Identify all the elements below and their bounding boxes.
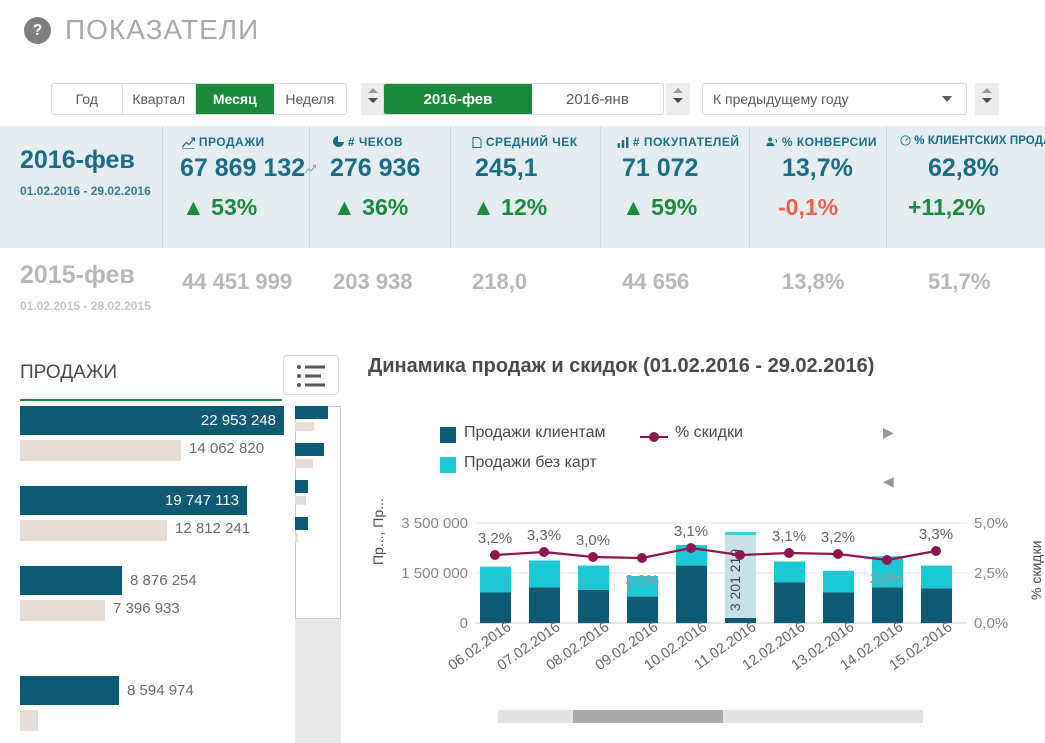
svg-text:3,0%: 3,0% xyxy=(625,572,659,589)
svg-text:3,3%: 3,3% xyxy=(527,527,561,544)
svg-text:1 500 000: 1 500 000 xyxy=(401,565,468,582)
svg-text:3,2%: 3,2% xyxy=(478,530,512,547)
svg-text:3,1%: 3,1% xyxy=(772,528,806,545)
svg-text:5,0%: 5,0% xyxy=(974,515,1008,532)
svg-text:3,1%: 3,1% xyxy=(674,523,708,540)
svg-text:3 500 000: 3 500 000 xyxy=(401,515,468,532)
svg-text:0: 0 xyxy=(460,615,468,632)
svg-text:3,0%: 3,0% xyxy=(576,532,610,549)
svg-text:0,0%: 0,0% xyxy=(974,615,1008,632)
svg-text:3,3%: 3,3% xyxy=(919,526,953,543)
svg-text:2,5%: 2,5% xyxy=(974,565,1008,582)
svg-text:3,2%: 3,2% xyxy=(821,529,855,546)
svg-text:2,8%: 2,8% xyxy=(870,570,904,587)
